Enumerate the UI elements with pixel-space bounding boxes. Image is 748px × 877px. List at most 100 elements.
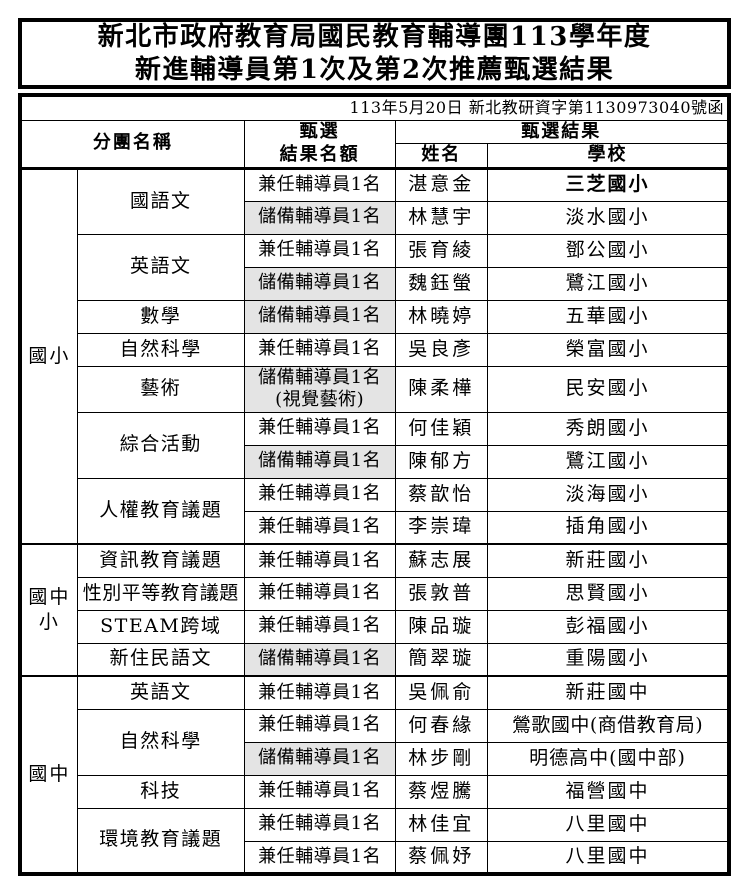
quota-cell: 兼任輔導員1名 — [243, 167, 396, 202]
table-row: 藝術 儲備輔導員1名 (視覺藝術) 陳柔樺 民安國小 — [20, 365, 730, 413]
selection-results-table: 113年5月20日 新北教研資字第1130973040號函 分團名稱 甄選 結果… — [18, 93, 731, 876]
name-cell: 蔡歆怡 — [394, 477, 489, 512]
subject-cell: 自然科學 — [76, 708, 245, 776]
table-row: 自然科學 兼任輔導員1名 何春緣 鶯歌國中(商借教育局) — [20, 708, 730, 776]
name-cell: 魏鈺螢 — [394, 266, 489, 301]
subject-cell: 性別平等教育議題 — [76, 576, 245, 611]
quota-cell: 儲備輔導員1名 — [243, 444, 396, 479]
name-cell: 張敦普 — [394, 576, 489, 611]
quota-cell: 儲備輔導員1名 — [243, 299, 396, 334]
subject-cell: 藝術 — [76, 365, 245, 413]
table-row: 環境教育議題 兼任輔導員1名 林佳宜 八里國中 — [20, 807, 730, 875]
quota-cell: 兼任輔導員1名 — [243, 477, 396, 512]
table-row: 儲備輔導員1名 林慧宇 淡水國小 — [20, 200, 730, 235]
school-cell: 新莊國中 — [487, 675, 730, 710]
section-label-elementary: 國小 — [19, 167, 78, 545]
quota-cell: 兼任輔導員1名 — [243, 332, 396, 367]
header-group-name: 分團名稱 — [19, 119, 245, 170]
subject-cell: 數學 — [76, 299, 245, 334]
school-cell: 淡水國小 — [487, 200, 730, 235]
reference-note: 113年5月20日 新北教研資字第1130973040號函 — [19, 94, 730, 121]
name-cell: 林曉婷 — [394, 299, 489, 334]
school-cell: 插角國小 — [487, 510, 730, 545]
quota-cell: 兼任輔導員1名 — [243, 774, 396, 809]
school-cell: 三芝國小 — [487, 167, 730, 202]
school-cell: 重陽國小 — [487, 642, 730, 677]
name-cell: 林慧宇 — [394, 200, 489, 235]
header-quota-line1: 甄選 — [299, 121, 340, 142]
table-row: 英語文 兼任輔導員1名 張育綾 鄧公國小 — [20, 233, 730, 301]
quota-cell: 兼任輔導員1名 — [243, 576, 396, 611]
quota-cell: 兼任輔導員1名 — [243, 510, 396, 545]
quota-cell: 儲備輔導員1名 — [243, 200, 396, 235]
table-row: 國小 國語文 兼任輔導員1名 湛意金 三芝國小 — [19, 167, 730, 545]
header-row-1: 分團名稱 甄選 結果名額 甄選結果 — [19, 119, 730, 170]
quota-cell: 兼任輔導員1名 — [243, 675, 396, 710]
school-cell: 秀朗國小 — [487, 411, 730, 446]
school-cell: 鄧公國小 — [487, 233, 730, 268]
subject-cell: 英語文 — [76, 675, 245, 710]
name-cell: 何春緣 — [394, 708, 489, 743]
name-cell: 湛意金 — [394, 167, 489, 202]
subject-cell: 英語文 — [76, 233, 245, 301]
school-cell: 八里國中 — [487, 840, 730, 875]
name-cell: 林佳宜 — [394, 807, 489, 842]
quota-cell: 兼任輔導員1名 — [243, 543, 396, 578]
school-cell: 民安國小 — [487, 365, 730, 413]
name-cell: 何佳穎 — [394, 411, 489, 446]
table-row: 新住民語文 儲備輔導員1名 簡翠璇 重陽國小 — [20, 642, 730, 677]
header-name: 姓名 — [394, 143, 489, 170]
name-cell: 陳柔樺 — [394, 365, 489, 413]
section-label-junior: 國中 — [19, 675, 78, 875]
name-cell: 簡翠璇 — [394, 642, 489, 677]
school-cell: 八里國中 — [487, 807, 730, 842]
table-row: 人權教育議題 兼任輔導員1名 蔡歆怡 淡海國小 — [20, 477, 730, 545]
header-row-2: 姓名 學校 — [20, 143, 730, 170]
name-cell: 吳良彥 — [394, 332, 489, 367]
quota-cell: 兼任輔導員1名 — [243, 708, 396, 743]
quota-cell: 兼任輔導員1名 — [243, 411, 396, 446]
quota-cell: 儲備輔導員1名 — [243, 741, 396, 776]
quota-cell: 儲備輔導員1名 (視覺藝術) — [243, 365, 396, 413]
table-row: STEAM跨域 兼任輔導員1名 陳品璇 彭福國小 — [20, 609, 730, 644]
table-row: 兼任輔導員1名 李崇瑋 插角國小 — [20, 510, 730, 545]
table-row: 兼任輔導員1名 蔡佩妤 八里國中 — [20, 840, 730, 875]
table-row: 性別平等教育議題 兼任輔導員1名 張敦普 思賢國小 — [20, 576, 730, 611]
quota-cell: 兼任輔導員1名 — [243, 609, 396, 644]
school-cell: 鷺江國小 — [487, 266, 730, 301]
quota-cell: 兼任輔導員1名 — [243, 807, 396, 842]
table-row: 自然科學 兼任輔導員1名 吳良彥 榮富國小 — [20, 332, 730, 367]
school-cell: 鶯歌國中(商借教育局) — [487, 708, 730, 743]
table-row: 國中小 資訊教育議題 兼任輔導員1名 蘇志展 新莊國小 — [19, 543, 730, 677]
school-cell: 淡海國小 — [487, 477, 730, 512]
name-cell: 吳佩俞 — [394, 675, 489, 710]
name-cell: 蔡煜騰 — [394, 774, 489, 809]
subject-cell: 科技 — [76, 774, 245, 809]
name-cell: 林步剛 — [394, 741, 489, 776]
subject-cell: 新住民語文 — [76, 642, 245, 677]
reference-row: 113年5月20日 新北教研資字第1130973040號函 — [19, 94, 730, 121]
quota-cell: 儲備輔導員1名 — [243, 642, 396, 677]
table-row: 數學 儲備輔導員1名 林曉婷 五華國小 — [20, 299, 730, 334]
document-title: 新北市政府教育局國民教育輔導團113學年度 新進輔導員第1次及第2次推薦甄選結果 — [18, 18, 731, 89]
name-cell: 張育綾 — [394, 233, 489, 268]
section-label-elementary-junior: 國中小 — [19, 543, 78, 677]
title-line-2: 新進輔導員第1次及第2次推薦甄選結果 — [134, 54, 615, 85]
name-cell: 蔡佩妤 — [394, 840, 489, 875]
table-row: 儲備輔導員1名 陳郁方 鷺江國小 — [20, 444, 730, 479]
school-cell: 彭福國小 — [487, 609, 730, 644]
subject-cell: 綜合活動 — [76, 411, 245, 479]
header-quota-line2: 結果名額 — [279, 143, 360, 165]
name-cell: 蘇志展 — [394, 543, 489, 578]
table-row: 儲備輔導員1名 林步剛 明德高中(國中部) — [20, 741, 730, 776]
school-cell: 五華國小 — [487, 299, 730, 334]
quota-note: (視覺藝術) — [275, 389, 365, 410]
school-cell: 福營國中 — [487, 774, 730, 809]
table-row: 儲備輔導員1名 魏鈺螢 鷺江國小 — [20, 266, 730, 301]
header-school: 學校 — [487, 143, 730, 170]
name-cell: 陳品璇 — [394, 609, 489, 644]
quota-cell: 儲備輔導員1名 — [243, 266, 396, 301]
subject-cell: 國語文 — [76, 167, 245, 235]
school-cell: 鷺江國小 — [487, 444, 730, 479]
